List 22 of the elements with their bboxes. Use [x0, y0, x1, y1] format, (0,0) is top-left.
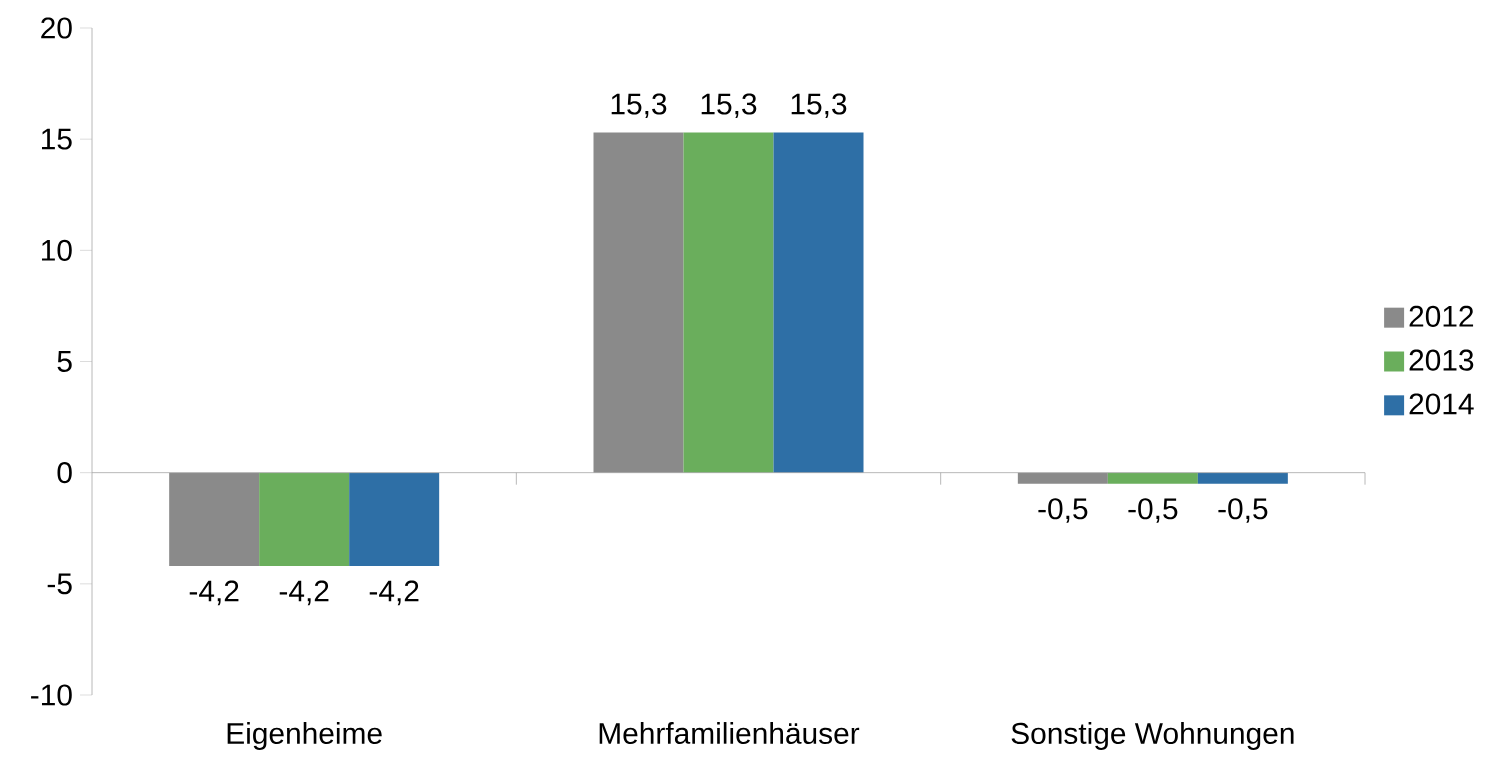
y-tick-label: -10 — [31, 684, 72, 706]
data-label: -4,2 — [369, 580, 419, 606]
legend-label: 2013 — [1409, 349, 1474, 371]
y-tick-label: 10 — [42, 239, 72, 261]
y-tick-label: 15 — [42, 128, 72, 150]
data-label: 15,3 — [791, 93, 847, 119]
y-tick-label: 5 — [57, 351, 72, 372]
legend-label: 2014 — [1409, 393, 1474, 415]
x-tick-label: Mehrfamilienhäuser — [599, 722, 860, 744]
x-tick-label: Eigenheime — [227, 722, 382, 750]
y-tick-label: -5 — [47, 573, 72, 595]
legend-label: 2012 — [1409, 305, 1474, 327]
data-label: -0,5 — [1128, 498, 1178, 523]
data-label: -4,2 — [279, 580, 329, 606]
y-tick-label: 20 — [41, 17, 72, 39]
data-label: -0,5 — [1038, 498, 1088, 523]
data-label: 15,3 — [611, 93, 667, 119]
data-label: 15,3 — [701, 93, 757, 119]
y-tick-label: 0 — [57, 462, 72, 484]
data-label: -0,5 — [1218, 498, 1268, 523]
x-tick-label: Sonstige Wohnungen — [1011, 722, 1294, 750]
data-label: -4,2 — [189, 580, 239, 606]
